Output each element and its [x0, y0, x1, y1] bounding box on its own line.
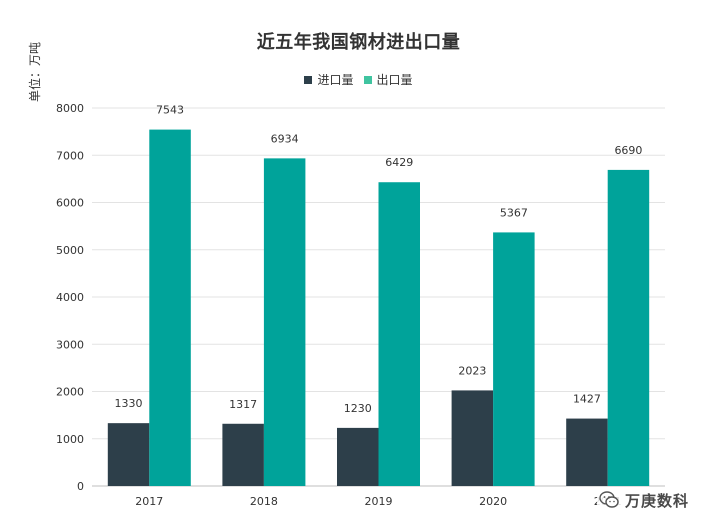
bar-import [337, 427, 379, 486]
data-label-import: 1427 [573, 393, 601, 406]
bar-import [222, 423, 264, 486]
data-label-export: 6934 [271, 132, 299, 145]
bar-import [451, 390, 494, 486]
legend: 进口量 出口量 [0, 71, 717, 88]
chart-title: 近五年我国钢材进出口量 [256, 32, 461, 53]
data-label-export: 6429 [385, 156, 413, 169]
wechat-icon [599, 491, 619, 508]
legend-label-export: 出口量 [376, 73, 413, 87]
legend-swatch-import [304, 75, 313, 84]
y-tick-label: 1000 [56, 433, 84, 446]
y-tick-label: 5000 [56, 244, 84, 257]
watermark-text: 万庚数科 [625, 491, 690, 510]
bar-export [378, 182, 420, 487]
data-label-import: 2023 [458, 364, 486, 377]
watermark: 万庚数科 [597, 488, 696, 512]
legend-item-export: 出口量 [363, 71, 413, 88]
data-label-import: 1230 [344, 402, 372, 415]
y-tick-label: 7000 [56, 149, 84, 162]
bar-export [149, 129, 191, 486]
y-tick-label: 6000 [56, 197, 84, 210]
x-tick-label: 2017 [135, 495, 163, 508]
data-label-import: 1317 [229, 398, 257, 411]
y-tick-label: 2000 [56, 386, 84, 399]
y-tick-label: 3000 [56, 338, 84, 351]
data-label-export: 5367 [500, 206, 528, 219]
bar-export [493, 232, 535, 486]
x-tick-label: 2020 [479, 495, 507, 508]
y-tick-label: 0 [77, 480, 84, 493]
x-tick-label: 2019 [365, 495, 393, 508]
bar-import [566, 418, 608, 486]
data-label-export: 7543 [156, 104, 184, 117]
data-label-export: 6690 [614, 144, 642, 157]
y-tick-label: 8000 [56, 102, 84, 115]
bar-export [263, 158, 306, 486]
y-tick-label: 4000 [56, 291, 84, 304]
legend-item-import: 进口量 [304, 71, 354, 88]
bar-import [107, 423, 150, 486]
data-label-import: 1330 [115, 397, 143, 410]
legend-label-import: 进口量 [317, 73, 354, 87]
legend-swatch-export [363, 75, 372, 84]
bar-export [607, 169, 650, 486]
x-tick-label: 2018 [250, 495, 278, 508]
